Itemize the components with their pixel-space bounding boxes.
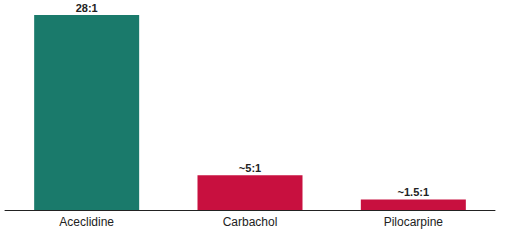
svg-text:Carbachol: Carbachol [223, 215, 278, 229]
svg-text:Aceclidine: Aceclidine [59, 215, 114, 229]
svg-text:~5:1: ~5:1 [239, 162, 261, 174]
svg-text:28:1: 28:1 [76, 2, 98, 14]
svg-text:Pilocarpine: Pilocarpine [384, 215, 444, 229]
svg-text:~1.5:1: ~1.5:1 [398, 186, 430, 198]
